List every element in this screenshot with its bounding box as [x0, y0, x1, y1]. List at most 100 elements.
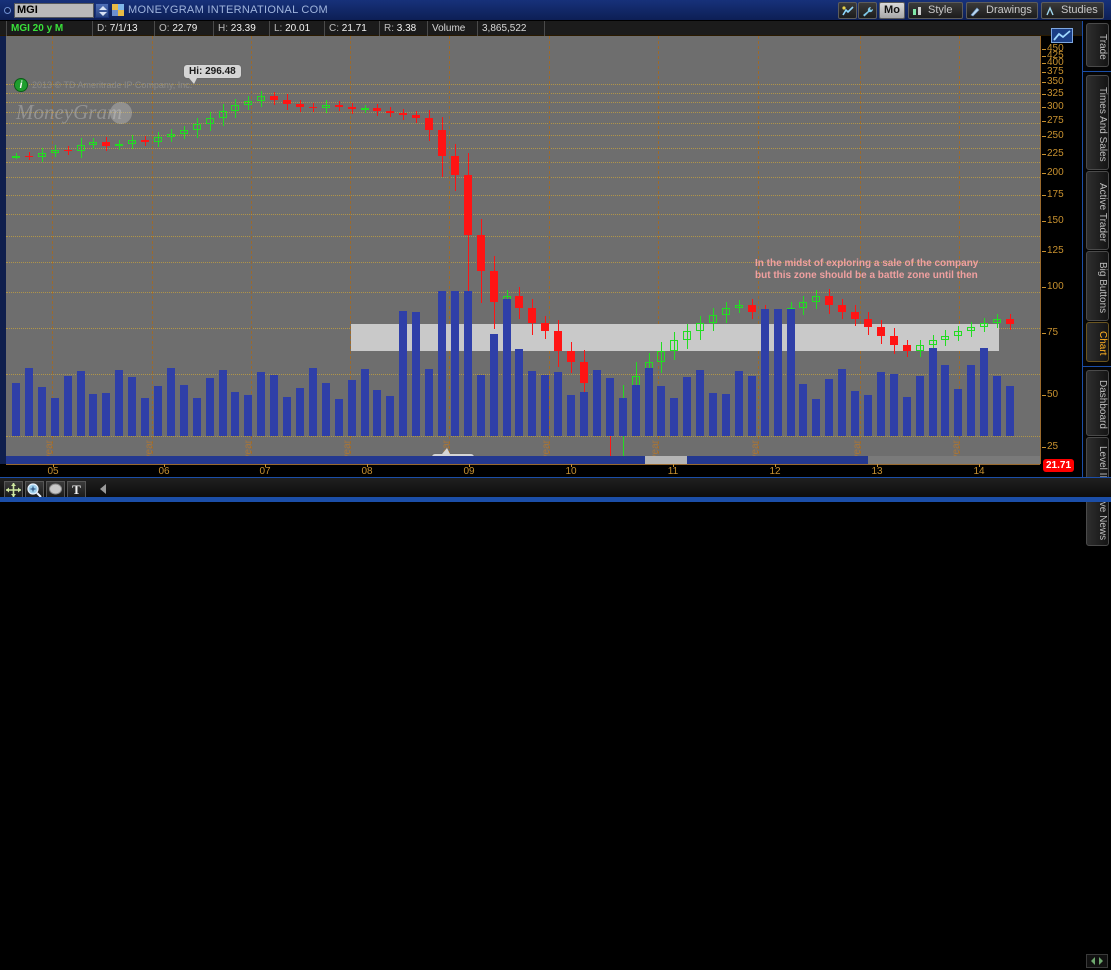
candle-body [541, 322, 550, 332]
candle-body [825, 295, 834, 305]
volume-bar [515, 348, 524, 436]
volume-bar [980, 347, 989, 436]
symbol-input[interactable]: MGI [14, 3, 94, 18]
candle-wick [958, 325, 960, 342]
status-dot [4, 7, 11, 14]
scrollbar-thumb-left[interactable] [6, 456, 666, 465]
annotation-line-2: but this zone should be a battle zone un… [755, 270, 978, 281]
volume-bar [321, 382, 330, 436]
candle-body [141, 139, 150, 142]
volume-bar [128, 377, 137, 436]
volume-bar [425, 368, 434, 436]
symbol-dropdown-icon[interactable] [95, 3, 109, 18]
volume-bar [37, 387, 46, 436]
candle-body [438, 130, 446, 156]
candle-body [360, 108, 369, 111]
volume-bar [373, 390, 382, 436]
candle-body [722, 308, 730, 316]
candle-body [244, 101, 253, 105]
chart-settings-icon[interactable] [838, 2, 857, 19]
pane-nav-arrows-icon[interactable] [1086, 954, 1108, 968]
volume-bar [231, 392, 240, 436]
candle-wick [132, 134, 134, 150]
volume-bar [450, 291, 459, 436]
sidebar-item-big-buttons[interactable]: Big Buttons [1086, 251, 1109, 321]
candle-body [50, 149, 59, 153]
info-icon[interactable]: i [14, 78, 28, 92]
volume-bar [580, 392, 588, 436]
crosshair-tool-icon[interactable] [4, 481, 23, 499]
price-axis[interactable]: 450 425 400 375 350 325 300 275 250 225 … [1040, 28, 1082, 472]
company-name: MONEYGRAM INTERNATIONAL COM [128, 4, 328, 16]
volume-bar [683, 376, 692, 436]
volume-bar [541, 374, 550, 436]
wrench-icon[interactable] [858, 2, 877, 19]
time-tick-13: 13 [871, 466, 883, 477]
candle-body [683, 331, 692, 341]
sidebar-item-dashboard[interactable]: Dashboard [1086, 370, 1109, 436]
volume-bar [812, 398, 821, 436]
volume-bar [179, 385, 188, 436]
volume-bar [773, 309, 782, 436]
volume-bar [954, 389, 963, 436]
volume-bar [876, 372, 885, 436]
candle-wick [661, 341, 663, 374]
candle-wick [997, 313, 999, 329]
candle-body [515, 295, 524, 309]
time-tick-06: 06 [158, 466, 170, 477]
candle-body [709, 315, 718, 323]
candle-body [915, 345, 924, 351]
quote-low-key: L: [274, 23, 283, 34]
time-axis[interactable]: 05 06 07 08 09 10 11 12 13 14 [6, 464, 1040, 477]
volume-bar [825, 379, 834, 436]
volume-bar [308, 368, 317, 436]
quote-low: L: 20.01 [270, 21, 325, 36]
candle-body [993, 318, 1002, 323]
volume-bar [244, 394, 253, 436]
time-tick-12: 12 [769, 466, 781, 477]
price-tick-275: 275 [1042, 115, 1064, 126]
drawings-button[interactable]: Drawings [966, 2, 1038, 19]
volume-bar [218, 369, 227, 436]
horizontal-scrollbar[interactable] [6, 456, 1040, 465]
scrollbar-track-right[interactable] [868, 456, 1040, 465]
volume-bar [644, 368, 653, 436]
price-chart-canvas[interactable]: 2004 year 2005 year 2006 year 2007 year … [6, 36, 1040, 464]
price-tick-300: 300 [1042, 101, 1064, 112]
candle-body [296, 104, 304, 107]
sidebar-item-active-trader[interactable]: Active Trader [1086, 171, 1109, 250]
sidebar-item-trade[interactable]: Trade [1086, 23, 1109, 67]
mo-button[interactable]: Mo [879, 2, 905, 19]
candle-wick [158, 132, 159, 148]
volume-bar [257, 371, 266, 436]
sidebar-item-times-and-sales[interactable]: Times And Sales [1086, 75, 1109, 170]
sidebar-item-chart[interactable]: Chart [1086, 322, 1109, 362]
candle-wick [170, 129, 172, 143]
volume-bar [502, 298, 511, 436]
volume-bar [928, 347, 937, 436]
candle-wick [687, 323, 689, 350]
high-price-callout: Hi: 296.48 [183, 64, 242, 84]
studies-button-label: Studies [1061, 4, 1098, 16]
studies-button[interactable]: Studies [1041, 2, 1104, 19]
volume-bar [283, 397, 292, 436]
price-tick-125: 125 [1042, 245, 1064, 256]
candle-body [192, 124, 201, 131]
volume-bar [89, 394, 98, 436]
copyright-text: 2013 © TD Ameritrade IP Company, Inc. [32, 80, 193, 90]
price-tick-25: 25 [1042, 441, 1058, 452]
scrollbar-thumb[interactable] [645, 456, 687, 465]
volume-bar [696, 370, 705, 436]
symbol-bar: MGI MONEYGRAM INTERNATIONAL COM Mo Style [0, 0, 1111, 21]
toolbar-collapse-icon[interactable] [100, 484, 106, 494]
quote-close-key: C: [329, 23, 339, 34]
right-sidebar: Trade Times And Sales Active Trader Big … [1082, 21, 1111, 546]
volume-bar [967, 365, 976, 436]
scrollbar-thumb-right[interactable] [687, 456, 868, 465]
drawings-button-label: Drawings [986, 4, 1032, 16]
volume-bar [205, 377, 214, 436]
price-tick-200: 200 [1042, 167, 1064, 178]
style-button[interactable]: Style [908, 2, 963, 19]
volume-bar [760, 309, 769, 436]
